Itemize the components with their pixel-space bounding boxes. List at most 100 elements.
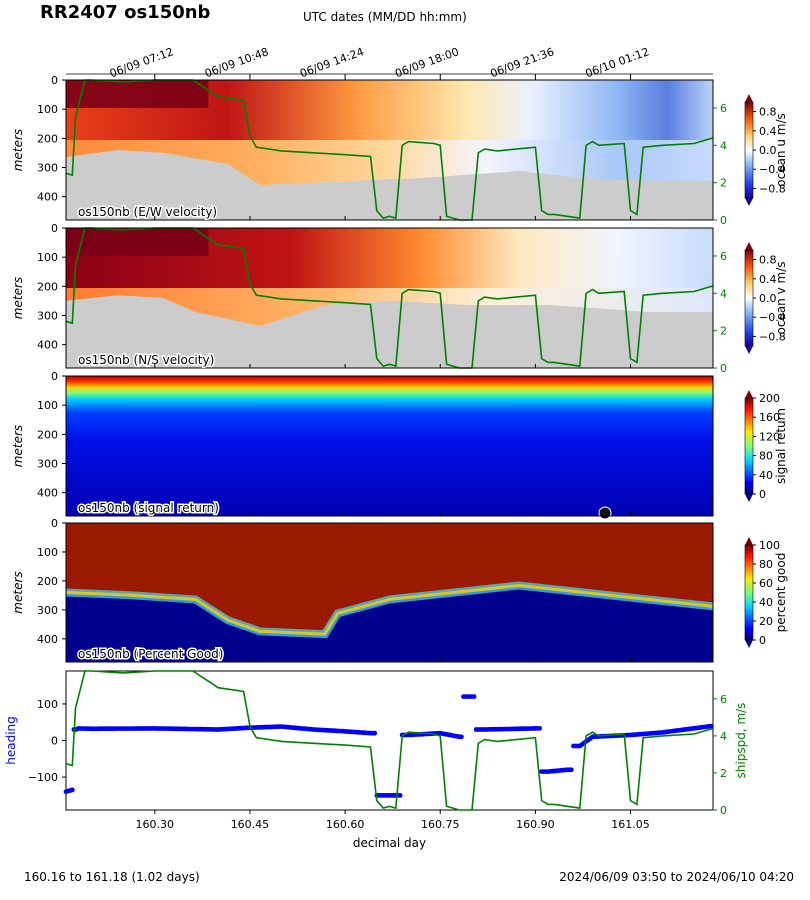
x-tick-label: 160.60 <box>326 818 365 831</box>
y-tick-label: 400 <box>37 487 58 500</box>
utc-tick-label: 06/10 01:12 <box>584 45 651 80</box>
colorbar-extend-bottom <box>745 198 753 206</box>
colorbar-strip <box>744 544 754 641</box>
panel-frame <box>65 375 714 517</box>
y-tick-label: −100 <box>28 771 58 784</box>
heading-point <box>459 734 464 740</box>
y-tick-label: 300 <box>37 458 58 471</box>
colorbar-tick-label: 0.8 <box>759 106 777 119</box>
colorbar-tick-label: −0.4 <box>759 163 786 176</box>
panel-frame <box>65 79 714 221</box>
colorbar-tick-label: 0.4 <box>759 125 777 138</box>
colorbar-label: percent good <box>774 553 788 633</box>
heading-point <box>372 730 378 736</box>
utc-tick-label: 06/09 14:24 <box>298 45 365 80</box>
utc-tick-label: 06/09 18:00 <box>393 45 460 80</box>
heading-point <box>471 694 477 699</box>
heading-point <box>69 787 75 793</box>
colorbar-label: ocean u m/s <box>774 113 788 187</box>
y-tick-label: 0 <box>51 74 58 87</box>
colorbar-tick-label: 0.0 <box>759 292 777 305</box>
colorbar-tick-label: 0.0 <box>759 144 777 157</box>
colorbar-tick-label: 0 <box>759 634 766 647</box>
speed-axis-label: shipspd, m/s <box>734 703 748 779</box>
colorbar-tick-label: 80 <box>759 450 773 463</box>
y-tick-label: 100 <box>37 546 58 559</box>
signal-return-panel: 0 100 200 300 400 meters os150nb (signal retur… <box>11 370 714 520</box>
y-tick-label: 300 <box>37 604 58 617</box>
x-tick-label: 160.75 <box>421 818 460 831</box>
right-tick-label: 2 <box>720 767 727 780</box>
colorbar-strip <box>744 397 754 495</box>
y-tick-label: 100 <box>37 103 58 116</box>
heading-axis-label: heading <box>4 716 18 765</box>
panel-label: os150nb (N/S velocity) <box>78 353 214 367</box>
y-tick-label: 0 <box>51 517 58 530</box>
colorbar-tick-label: 80 <box>759 558 773 571</box>
strong-current-core <box>66 228 209 256</box>
x-tick-label: 161.05 <box>611 818 650 831</box>
colorbar-tick-label: 160 <box>759 411 780 424</box>
heading-point <box>397 793 403 798</box>
right-tick-label: 2 <box>720 325 727 338</box>
right-tick-label: 4 <box>720 287 727 300</box>
utc-tick-label: 06/09 10:48 <box>203 45 270 80</box>
y-tick-label: 400 <box>37 633 58 646</box>
right-tick-label: 6 <box>720 102 727 115</box>
colorbar-tick-label: 200 <box>759 392 780 405</box>
ship-speed-line <box>65 227 714 369</box>
figure-title: RR2407 os150nb <box>40 2 211 23</box>
colorbar-tick-label: 40 <box>759 469 773 482</box>
y-tick-label: 200 <box>37 132 58 145</box>
y-tick-label: 400 <box>37 191 58 204</box>
colorbar-strip <box>744 249 754 347</box>
y-tick-label: 400 <box>37 339 58 352</box>
footer-range-dates: 2024/06/09 03:50 to 2024/06/10 04:20 <box>559 870 794 884</box>
colorbar-label: ocean v m/s <box>774 262 788 335</box>
right-tick-label: 2 <box>720 177 727 190</box>
heading-speed-panel: 100 0 −100 6 4 2 0 160.30 160.45 160.60 160.75 160.… <box>4 670 748 850</box>
lower-velocity-field <box>66 140 713 185</box>
colorbar-extend-top <box>745 242 753 250</box>
panel-frame <box>65 670 714 811</box>
panel-label: os150nb (Percent Good) <box>78 647 223 661</box>
high-percent-field <box>66 523 713 635</box>
colorbar-4: 100 80 60 40 20 0 percent good <box>744 537 788 648</box>
right-tick-label: 6 <box>720 250 727 263</box>
y-tick-label: 100 <box>37 251 58 264</box>
colorbar-tick-label: 60 <box>759 577 773 590</box>
y-tick-label: 300 <box>37 310 58 323</box>
data-marker <box>598 506 612 520</box>
colorbar-3: 200 160 120 80 40 0 signal return <box>744 390 788 502</box>
right-tick-label: 6 <box>720 693 727 706</box>
strong-current-core <box>66 80 209 108</box>
colorbar-extend-top <box>745 390 753 398</box>
utc-axis-label: UTC dates (MM/DD hh:mm) <box>303 10 467 24</box>
colorbar-tick-label: 0 <box>759 488 766 501</box>
y-tick-label: 0 <box>51 222 58 235</box>
right-tick-label: 0 <box>720 804 727 817</box>
panel-frame <box>65 227 714 369</box>
utc-tick-label: 06/09 07:12 <box>108 45 175 80</box>
y-tick-label: 200 <box>37 280 58 293</box>
upper-velocity-field <box>66 80 713 140</box>
y-tick-label: 0 <box>51 370 58 383</box>
signal-field <box>66 376 713 516</box>
right-tick-label: 0 <box>720 214 727 227</box>
y-tick-label: 300 <box>37 162 58 175</box>
x-tick-label: 160.30 <box>136 818 175 831</box>
colorbar-extend-bottom <box>745 640 753 648</box>
colorbar-tick-label: −0.8 <box>759 182 786 195</box>
colorbar-tick-label: 0.4 <box>759 273 777 286</box>
heading-point <box>537 726 542 731</box>
footer-range-days: 160.16 to 161.18 (1.02 days) <box>24 870 200 884</box>
upper-velocity-field <box>66 228 713 288</box>
panel-frame <box>65 522 714 663</box>
colorbar-extend-top <box>745 537 753 545</box>
y-tick-label: 100 <box>37 698 58 711</box>
colorbar-tick-label: 100 <box>759 539 780 552</box>
